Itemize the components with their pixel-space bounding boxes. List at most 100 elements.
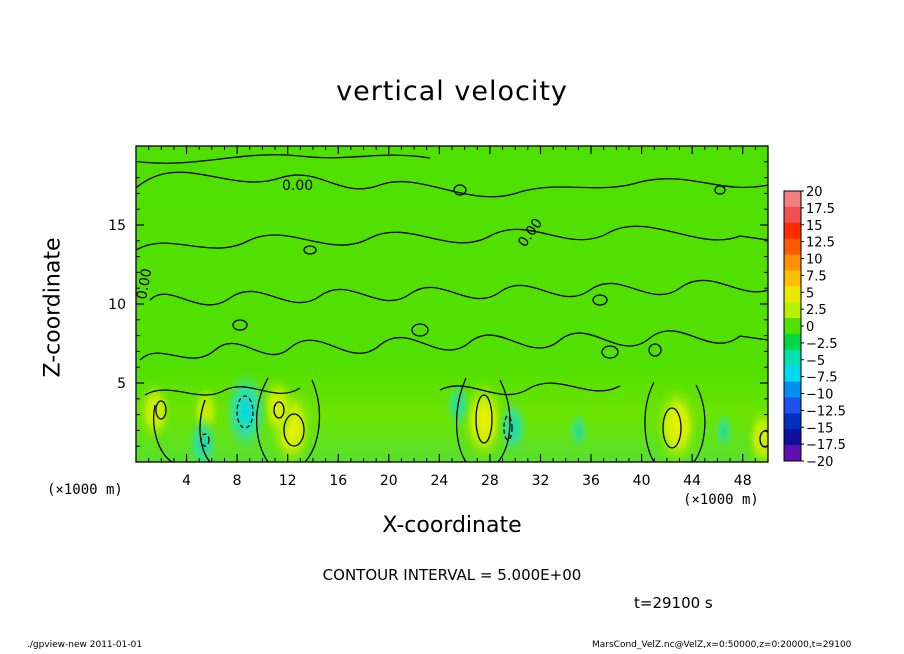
contour-line bbox=[153, 404, 173, 462]
x-tick-label: 12 bbox=[279, 473, 297, 489]
updraft-area bbox=[259, 372, 296, 441]
colorbar-swatch bbox=[784, 206, 801, 224]
y-tick-label: 5 bbox=[117, 376, 126, 392]
contour-line bbox=[232, 319, 248, 331]
updraft-area bbox=[459, 376, 508, 462]
contour-line bbox=[662, 407, 682, 449]
x-tick-label: 32 bbox=[532, 473, 550, 489]
x-tick-label: 48 bbox=[734, 473, 752, 489]
colorbar-swatch bbox=[784, 254, 801, 271]
colorbar-label: 17.5 bbox=[806, 202, 835, 217]
colorbar-label: −12.5 bbox=[806, 404, 846, 419]
colorbar-swatch bbox=[784, 381, 801, 398]
colorbar-label: −7.5 bbox=[806, 371, 838, 386]
updraft-area bbox=[653, 381, 701, 462]
contour-line bbox=[714, 185, 726, 195]
colorbar-label: −17.5 bbox=[806, 438, 846, 453]
contour-line bbox=[304, 379, 321, 462]
x-tick-label: 8 bbox=[233, 473, 242, 489]
x-tick-label: 4 bbox=[182, 473, 191, 489]
x-tick-label: 24 bbox=[430, 473, 448, 489]
updraft-area bbox=[136, 377, 174, 446]
colorbar-label: −2.5 bbox=[806, 337, 838, 352]
y-axis-label: Z-coordinate bbox=[40, 237, 66, 378]
colorbar-swatch bbox=[784, 429, 801, 446]
contour-line bbox=[136, 225, 768, 251]
contour-value-label: 0.00 bbox=[282, 178, 313, 194]
y-tick-label: 15 bbox=[108, 218, 126, 234]
contour-line bbox=[411, 323, 429, 337]
colorbar-label: −10 bbox=[806, 388, 833, 403]
colorbar-label: 20 bbox=[806, 185, 823, 200]
contour-line bbox=[497, 379, 511, 462]
contour-line bbox=[199, 399, 211, 462]
colorbar-swatch bbox=[784, 302, 801, 319]
contour-line bbox=[759, 430, 768, 448]
x-unit-label-right: (×1000 m) bbox=[683, 492, 759, 508]
x-tick-label: 40 bbox=[633, 473, 651, 489]
contour-interval-text: CONTOUR INTERVAL = 5.000E+00 bbox=[322, 566, 582, 584]
colorbar-label: 2.5 bbox=[806, 303, 827, 318]
contour-line bbox=[256, 377, 269, 462]
downdraft-area bbox=[187, 414, 219, 462]
colorbar-swatch bbox=[784, 318, 801, 335]
colorbar-swatch bbox=[784, 238, 801, 256]
footer-left: ./gpview-new 2011-01-01 bbox=[27, 640, 143, 650]
contour-value-label: 0.00 bbox=[134, 267, 155, 300]
contour-line bbox=[592, 294, 608, 306]
colorbar-swatch bbox=[784, 222, 801, 240]
contour-line bbox=[439, 382, 621, 396]
colorbar-label: 7.5 bbox=[806, 269, 827, 284]
colorbar: 20 17.5 15 12.5 107.5 5 2.5 0 −2.5 −5 −7.5 −10−12.5… bbox=[783, 185, 846, 470]
contour-line bbox=[644, 381, 655, 462]
contour-line bbox=[149, 279, 768, 306]
time-label: t=29100 s bbox=[634, 594, 713, 612]
colorbar-swatch bbox=[784, 445, 801, 462]
colorbar-label: 15 bbox=[806, 219, 823, 234]
contour-line bbox=[503, 415, 513, 441]
contour-line bbox=[283, 413, 305, 447]
colorbar-swatch bbox=[784, 270, 801, 287]
colorbar-label: 12.5 bbox=[806, 236, 835, 251]
colorbar-label: 5 bbox=[806, 286, 814, 301]
contour-line bbox=[693, 384, 706, 462]
contour-line bbox=[236, 395, 254, 429]
colorbar-label: −15 bbox=[806, 421, 833, 436]
x-tick-label: 20 bbox=[380, 473, 398, 489]
colorbar-label: −20 bbox=[806, 455, 833, 470]
y-tick-label: 10 bbox=[108, 297, 126, 313]
footer-right: MarsCond_VelZ.nc@VelZ,x=0:50000,z=0:2000… bbox=[592, 640, 852, 650]
x-tick-label: 36 bbox=[582, 473, 600, 489]
downdraft-area bbox=[497, 398, 529, 456]
contour-line bbox=[475, 394, 493, 444]
contour-line bbox=[453, 184, 467, 196]
contour-line bbox=[648, 343, 662, 357]
contour-line bbox=[155, 400, 167, 420]
x-tick-label: 16 bbox=[329, 473, 347, 489]
contour-line bbox=[273, 401, 285, 419]
downdraft-area bbox=[713, 410, 735, 450]
colorbar-label: 0 bbox=[806, 320, 814, 335]
colorbar-label: −5 bbox=[806, 354, 825, 369]
contour-line bbox=[136, 171, 768, 198]
contour-line bbox=[144, 386, 301, 396]
colorbar-swatch bbox=[784, 397, 801, 414]
x-tick-label: 28 bbox=[481, 473, 499, 489]
colorbar-label: 10 bbox=[806, 253, 823, 268]
colorbar-swatch bbox=[784, 365, 801, 383]
colorbar-swatch bbox=[784, 349, 801, 367]
downdraft-area bbox=[567, 410, 589, 450]
contour-line bbox=[601, 345, 619, 359]
colorbar-swatch bbox=[784, 191, 801, 208]
contour-line bbox=[200, 433, 210, 447]
contour-line bbox=[139, 330, 768, 361]
chart-title: vertical velocity bbox=[336, 76, 568, 107]
x-tick-label: 44 bbox=[683, 473, 701, 489]
x-axis-label: X-coordinate bbox=[382, 513, 522, 538]
colorbar-swatch bbox=[784, 413, 801, 430]
x-unit-label-left: (×1000 m) bbox=[47, 482, 123, 498]
contour-line bbox=[139, 154, 431, 164]
colorbar-swatch bbox=[784, 333, 801, 351]
